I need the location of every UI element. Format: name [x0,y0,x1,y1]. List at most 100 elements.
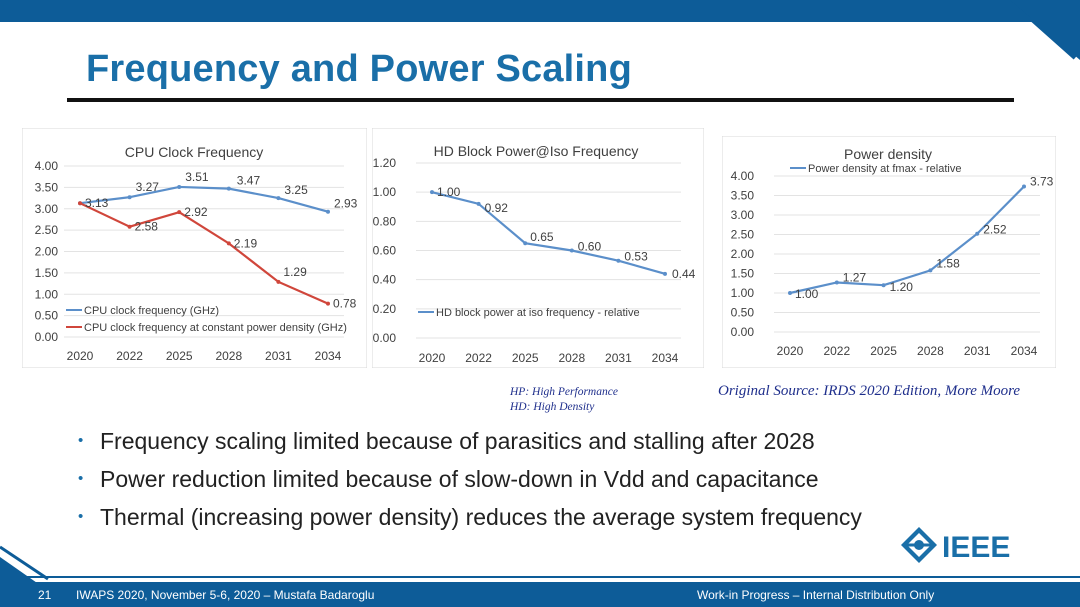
y-tick-label: 0.50 [35,309,59,323]
series-line [79,202,329,305]
data-label: 3.27 [136,180,160,194]
data-label: 2.52 [983,223,1007,237]
title-rule [67,98,1014,102]
x-tick-label: 2034 [315,349,342,363]
bullet-text: Thermal (increasing power density) reduc… [100,504,862,530]
x-tick-label: 2034 [1011,344,1038,358]
x-tick-label: 2028 [215,349,242,363]
x-tick-label: 2020 [419,351,446,365]
legend-label: CPU clock frequency (GHz) [84,305,219,317]
y-tick-label: 3.00 [731,208,755,222]
bullet-list: • Frequency scaling limited because of pa… [78,422,862,536]
x-tick-label: 2034 [652,351,679,365]
data-point [928,268,933,273]
abbreviation-notes: HP: High Performance HD: High Density [510,385,618,415]
y-tick-label: 0.60 [373,244,397,258]
y-tick-label: 0.00 [35,330,59,344]
x-tick-label: 2031 [605,351,632,365]
y-tick-label: 1.00 [35,287,59,301]
series-line [789,185,1025,295]
y-tick-label: 4.00 [35,159,59,173]
y-tick-label: 2.00 [731,247,755,261]
data-point [834,280,839,285]
x-tick-label: 2025 [166,349,193,363]
data-point [226,241,231,246]
x-tick-label: 2022 [465,351,492,365]
data-label: 2.58 [135,220,159,234]
bullet-dot-icon: • [78,432,84,449]
legend-label: HD block power at iso frequency - relati… [436,307,640,319]
data-label: 1.58 [936,256,960,270]
bullet-item: • Frequency scaling limited because of pa… [78,422,862,460]
bullet-text: Power reduction limited because of slow-… [100,466,819,492]
footer-classification: Work-in Progress – Internal Distribution… [697,588,935,602]
y-tick-label: 0.20 [373,302,397,316]
chart-power-density-svg: Power density 0.00 0.50 1.00 1.50 2.00 2.50 3.0… [722,136,1056,368]
chart-cpu-svg: CPU Clock Frequency 0.00 0.50 1.00 1.50 2.00 2… [22,128,367,368]
y-tick-label: 1.20 [373,156,397,170]
x-tick-label: 2028 [917,344,944,358]
data-label: 1.00 [795,287,819,301]
corner-decoration [1010,0,1080,60]
data-label: 3.73 [1030,175,1054,189]
x-tick-label: 2022 [116,349,143,363]
data-label: 0.44 [672,267,696,281]
data-label: 3.47 [237,174,261,188]
chart-frame [372,128,704,368]
data-label: 2.93 [334,197,358,211]
y-tick-label: 0.00 [731,325,755,339]
data-label: 0.92 [485,201,509,215]
bullet-dot-icon: • [78,470,84,487]
data-point [326,301,330,306]
data-label: 2.92 [184,205,208,219]
y-tick-label: 1.00 [373,185,397,199]
data-point [276,196,281,201]
y-tick-label: 0.80 [373,214,397,228]
series-line [79,185,329,213]
y-tick-label: 0.50 [731,306,755,320]
slide-title: Frequency and Power Scaling [86,48,632,90]
x-tick-label: 2020 [67,349,94,363]
bullet-text: Frequency scaling limited because of par… [100,428,815,454]
note-hp: HP: High Performance [510,386,618,398]
chart-frame [722,136,1056,368]
x-tick-label: 2031 [265,349,292,363]
x-tick-label: 2025 [870,344,897,358]
chart-hd-svg: HD Block Power@Iso Frequency 0.00 0.20 0.40… [372,128,704,368]
data-label: 0.53 [624,250,648,264]
x-tick-label: 2028 [558,351,585,365]
data-point [1022,184,1026,189]
bullet-dot-icon: • [78,508,84,525]
legend-label: CPU clock frequency at constant power de… [84,322,347,334]
data-label: 3.13 [85,196,109,210]
ieee-logo-text: IEEE [942,531,1010,564]
y-tick-label: 2.50 [35,223,59,237]
footer-rule [0,576,1080,578]
data-point [177,210,182,215]
source-citation: Original Source: IRDS 2020 Edition, More… [718,383,1021,399]
data-label: 2.19 [234,236,258,250]
data-label: 1.27 [843,270,867,284]
data-point [616,258,621,263]
y-tick-label: 3.50 [35,180,59,194]
footer-bar: 21 IWAPS 2020, November 5-6, 2020 – Must… [0,582,1080,607]
data-point [226,186,231,191]
data-label: 0.60 [578,240,602,254]
data-point [127,224,132,229]
data-label: 1.20 [890,280,914,294]
y-tick-label: 3.00 [35,202,59,216]
data-point [78,201,82,206]
chart-title: HD Block Power@Iso Frequency [434,143,639,159]
x-tick-label: 2031 [964,344,991,358]
ieee-logo: IEEE [901,527,1010,564]
y-tick-label: 1.50 [731,267,755,281]
chart-power-density: Power density 0.00 0.50 1.00 1.50 2.00 2.50 3.0… [722,136,1056,368]
note-hd: HD: High Density [510,401,595,413]
data-label: 0.65 [530,230,554,244]
footer-event: IWAPS 2020, November 5-6, 2020 – Mustafa… [76,588,375,602]
data-label: 1.29 [283,265,307,279]
data-point [476,201,481,206]
data-point [430,190,434,195]
x-tick-label: 2025 [512,351,539,365]
chart-title: Power density [844,146,932,162]
